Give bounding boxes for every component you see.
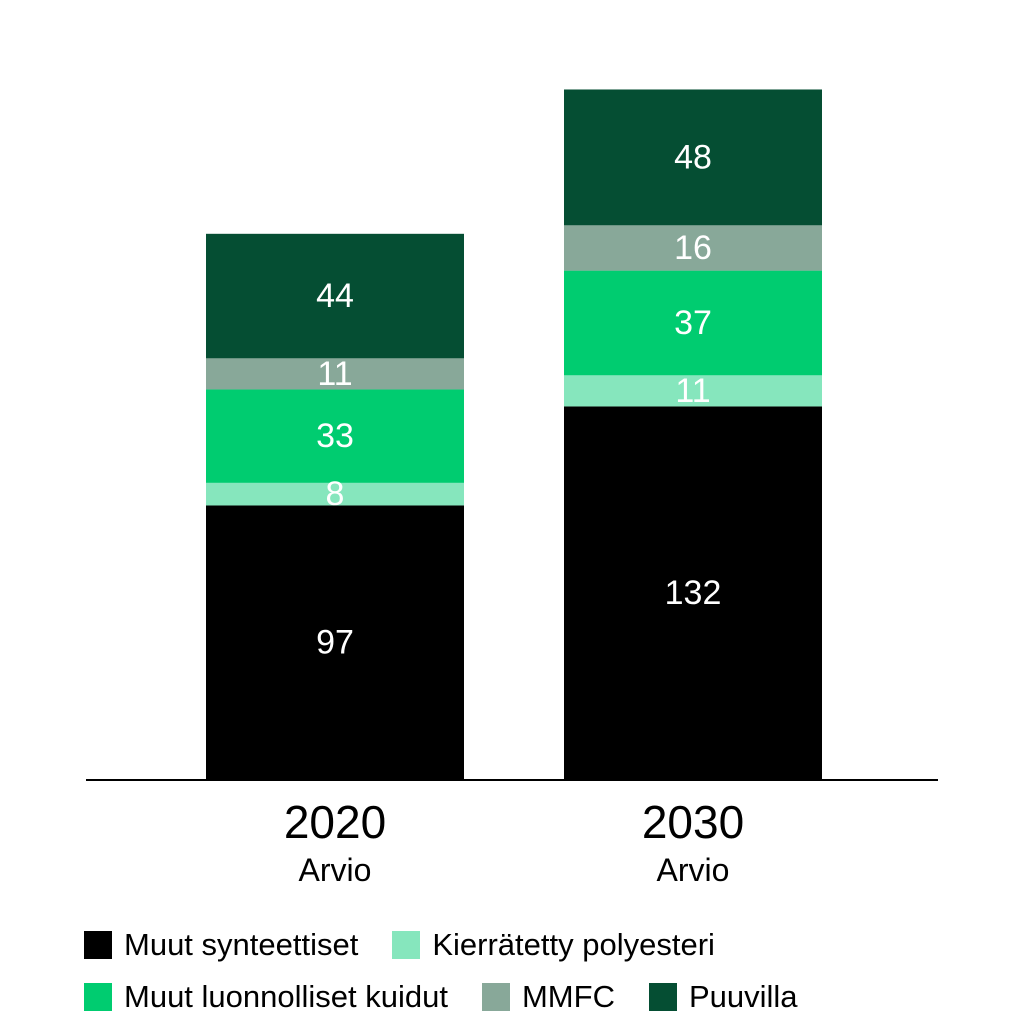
legend-item-kierratetty-polyesteri: Kierrätetty polyesteri xyxy=(392,927,715,963)
category-labels-group: 2020 Arvio 2030 Arvio xyxy=(284,796,744,888)
legend-row-1: Muut synteettiset Kierrätetty polyesteri xyxy=(84,921,984,969)
legend-item-muut-synteettiset: Muut synteettiset xyxy=(84,927,358,963)
legend-item-muut-luonnolliset-kuidut: Muut luonnolliset kuidut xyxy=(84,979,448,1015)
bar-segment-2030-kierratetty-polyesteri xyxy=(564,375,822,407)
value-label-2030-muut-luonnolliset-kuidut: 37 xyxy=(674,304,712,342)
bar-segment-2030-mmfc xyxy=(564,225,822,271)
value-label-2030-muut-synteettiset: 132 xyxy=(665,574,722,612)
legend-swatch-puuvilla xyxy=(648,983,677,1011)
legend-item-puuvilla: Puuvilla xyxy=(648,979,798,1015)
legend-label-puuvilla: Puuvilla xyxy=(688,979,798,1014)
value-label-2020-muut-synteettiset: 97 xyxy=(316,624,354,662)
legend-swatch-kierratetty-polyesteri xyxy=(392,931,421,959)
legend: Muut synteettiset Kierrätetty polyesteri … xyxy=(84,921,984,1025)
bar-segment-2020-mmfc xyxy=(206,358,464,390)
legend-label-mmfc: MMFC xyxy=(521,979,615,1014)
legend-swatch-mmfc xyxy=(481,983,510,1011)
bar-segment-2020-puuvilla xyxy=(206,233,464,359)
legend-item-mmfc: MMFC xyxy=(481,979,615,1015)
segment-labels-group: 97 8 33 11 44 132 11 37 16 48 xyxy=(316,138,721,661)
bar-segment-2020-muut-synteettiset xyxy=(206,505,464,780)
category-label-2020: 2020 xyxy=(284,796,386,848)
bar-segment-2020-muut-luonnolliset-kuidut xyxy=(206,389,464,483)
value-label-2020-mmfc: 11 xyxy=(317,355,352,393)
value-label-2030-mmfc: 16 xyxy=(674,229,712,267)
value-label-2020-kierratetty-polyesteri: 8 xyxy=(326,475,345,513)
category-label-2030: 2030 xyxy=(642,796,744,848)
value-label-2030-puuvilla: 48 xyxy=(674,138,712,176)
legend-label-muut-luonnolliset-kuidut: Muut luonnolliset kuidut xyxy=(124,979,448,1014)
category-sublabel-2020: Arvio xyxy=(299,852,372,888)
category-sublabel-2030: Arvio xyxy=(657,852,730,888)
bar-segment-2030-puuvilla xyxy=(564,89,822,226)
legend-label-kierratetty-polyesteri: Kierrätetty polyesteri xyxy=(432,927,715,962)
legend-swatch-muut-synteettiset xyxy=(84,931,112,959)
legend-row-2: Muut luonnolliset kuidut MMFC Puuvilla xyxy=(84,973,984,1021)
bar-segment-2030-muut-synteettiset xyxy=(564,406,822,780)
stacked-bar-chart: 97 8 33 11 44 132 11 37 16 48 2020 Arvio 2030 Arvio xyxy=(86,89,938,888)
bar-segment-2030-muut-luonnolliset-kuidut xyxy=(564,270,822,376)
value-label-2020-muut-luonnolliset-kuidut: 33 xyxy=(316,417,354,455)
bars-group xyxy=(206,89,822,780)
legend-label-muut-synteettiset: Muut synteettiset xyxy=(124,927,359,962)
legend-swatch-muut-luonnolliset-kuidut xyxy=(84,983,112,1011)
value-label-2030-kierratetty-polyesteri: 11 xyxy=(675,372,710,410)
bar-segment-2020-kierratetty-polyesteri xyxy=(206,482,464,506)
value-label-2020-puuvilla: 44 xyxy=(316,277,354,315)
